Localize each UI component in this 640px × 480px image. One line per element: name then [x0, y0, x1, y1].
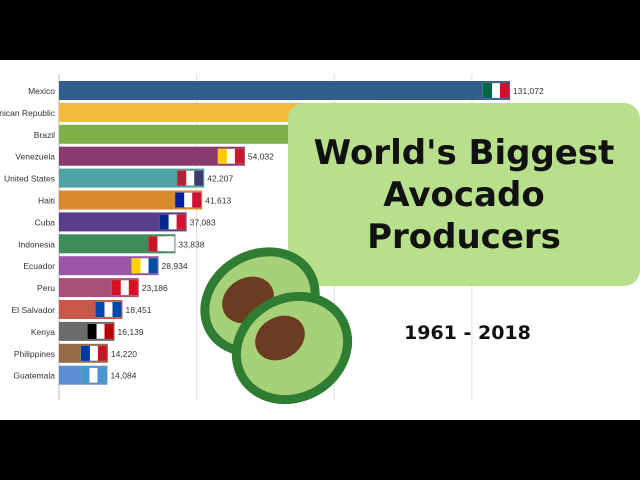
data-label: 14,220: [111, 349, 137, 359]
tick-label: Brazil: [34, 130, 55, 140]
tick-label: Peru: [37, 283, 55, 293]
data-label: 18,451: [125, 305, 151, 315]
tick-label: Haiti: [38, 196, 55, 206]
data-label: 37,083: [190, 217, 216, 227]
tick-label: Philippines: [14, 349, 55, 359]
bar-indonesia: [59, 234, 176, 254]
data-label: 41,613: [205, 196, 231, 206]
data-label: 28,934: [162, 261, 188, 271]
philippines-flag-icon: [80, 345, 108, 362]
title-line-1: World's Biggest: [313, 132, 615, 173]
kenya-flag-icon: [87, 323, 114, 340]
united-states-flag-icon: [176, 170, 204, 186]
tick-label: Mexico: [28, 86, 55, 96]
thumbnail-canvas: Mexico 131,072 Dominican Republic Brazil Ven…: [0, 60, 640, 420]
tick-label: Cuba: [35, 217, 56, 227]
tick-label: Ecuador: [23, 261, 55, 271]
mexico-flag-icon: [482, 82, 510, 99]
tick-label: Kenya: [31, 327, 55, 337]
title-line-2: Avocado: [383, 174, 545, 215]
bar-haiti: [59, 190, 203, 210]
venezuela-flag-icon: [217, 148, 245, 164]
tick-label: Guatemala: [13, 371, 55, 381]
data-label: 16,139: [118, 327, 144, 337]
data-label: 33,838: [178, 239, 204, 249]
bar-mexico: [59, 81, 510, 100]
data-label: 23,186: [142, 283, 168, 293]
avocado-half-front: [231, 291, 353, 405]
guatemala-flag-icon: [80, 367, 107, 383]
peru-flag-icon: [111, 279, 139, 296]
title-box: World's Biggest Avocado Producers: [288, 103, 640, 286]
tick-label: Indonesia: [18, 239, 55, 249]
year-range: 1961 - 2018: [404, 322, 531, 344]
ecuador-flag-icon: [131, 257, 158, 274]
title-line-3: Producers: [367, 216, 561, 257]
indonesia-flag-icon: [148, 236, 175, 252]
bar-united-states: [59, 168, 205, 188]
data-label: 14,084: [110, 371, 136, 381]
data-label: 131,072: [513, 86, 544, 96]
data-label: 54,032: [248, 152, 274, 162]
tick-label: Dominican Republic: [0, 108, 56, 118]
avocado-icon: [200, 247, 353, 405]
cuba-flag-icon: [159, 214, 186, 230]
bar-cuba: [59, 212, 187, 232]
el-salvador-flag-icon: [95, 301, 122, 318]
tick-label: El Salvador: [12, 305, 56, 315]
haiti-flag-icon: [174, 192, 202, 208]
bar-venezuela: [59, 146, 245, 166]
tick-label: Venezuela: [15, 152, 55, 162]
data-label: 42,207: [207, 174, 233, 184]
tick-label: United States: [4, 174, 55, 184]
bar-brazil: [59, 124, 349, 144]
